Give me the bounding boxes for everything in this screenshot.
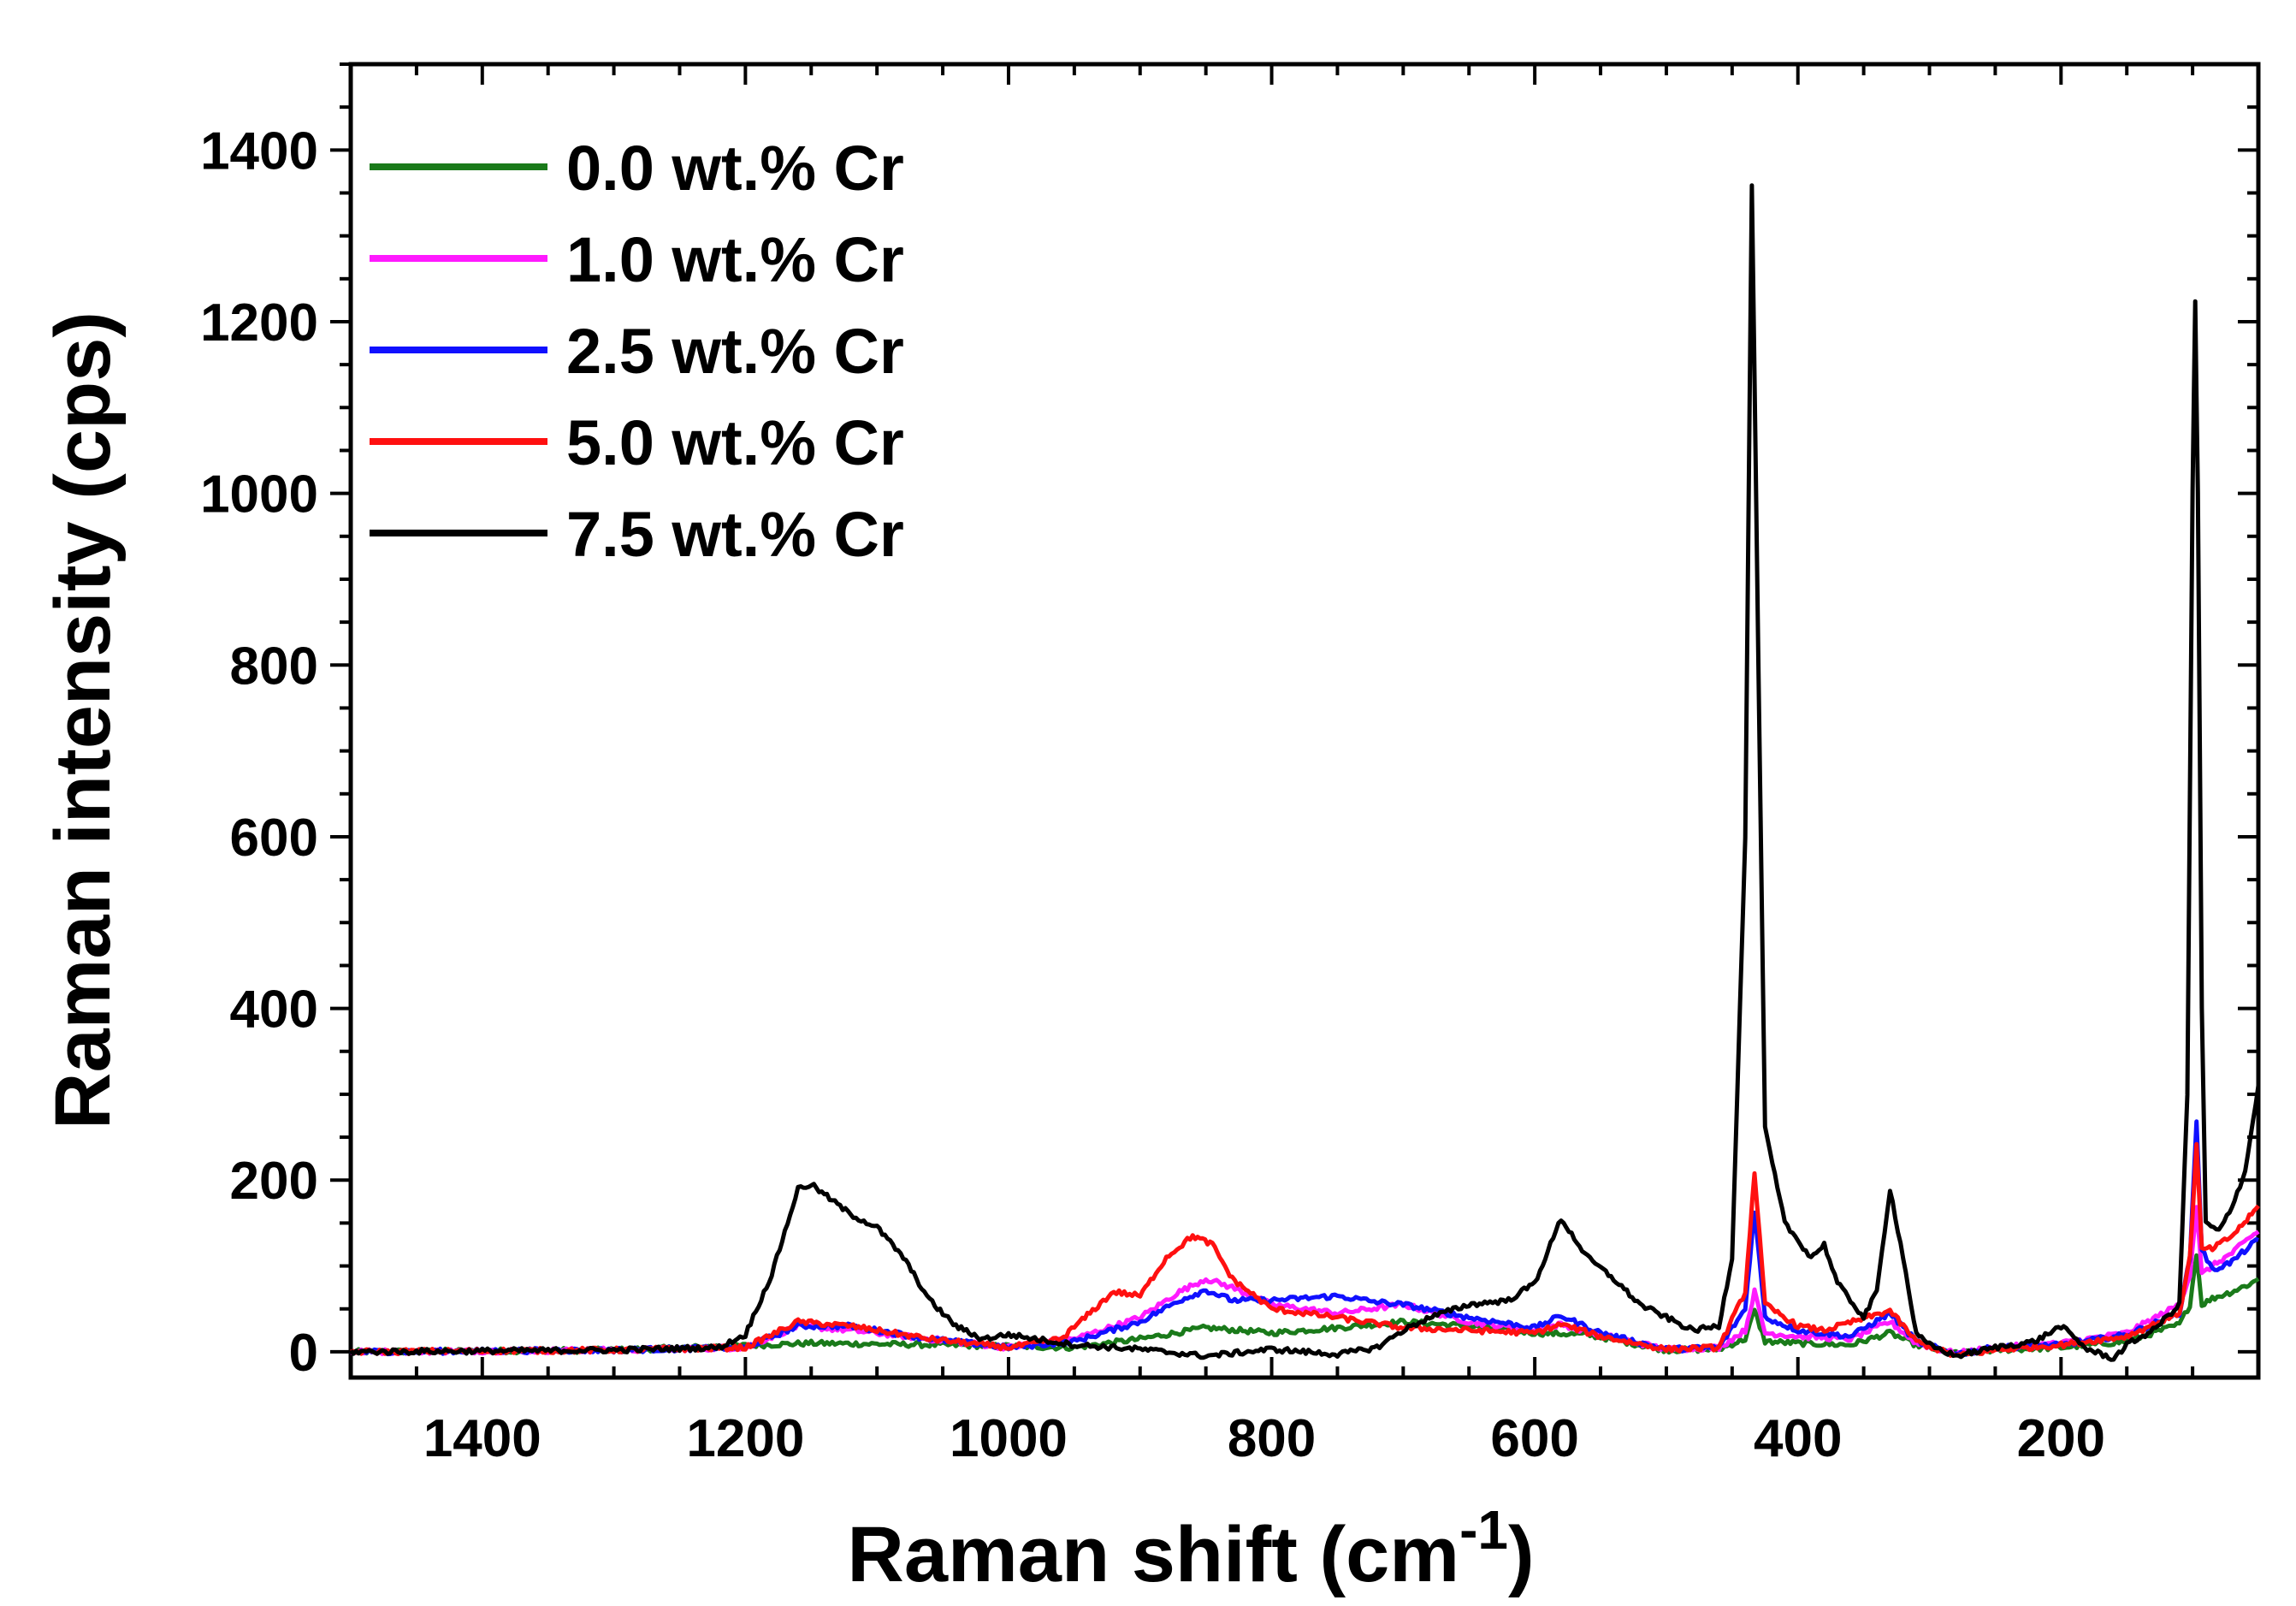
y-tick-label: 0 bbox=[289, 1324, 318, 1383]
plot-frame bbox=[348, 62, 2261, 1380]
x-tick-label: 1400 bbox=[423, 1409, 541, 1468]
y-tick-label: 1200 bbox=[200, 293, 318, 353]
series-line-4 bbox=[349, 183, 2261, 1362]
x-tick-labels: 1400 1200 1000 800 600 400 200 bbox=[423, 1409, 2105, 1468]
x-tick-label: 600 bbox=[1490, 1409, 1578, 1468]
y-tick-label: 600 bbox=[230, 809, 318, 868]
legend-label-0: 0.0 wt.% Cr bbox=[566, 133, 904, 204]
y-tick-labels: 0 200 400 600 800 1000 1200 1400 bbox=[200, 121, 318, 1383]
y-tick-label: 1400 bbox=[200, 121, 318, 181]
y-axis-title: Raman intensity (cps) bbox=[39, 311, 127, 1129]
y-tick-label: 800 bbox=[230, 637, 318, 696]
x-tick-label: 1200 bbox=[686, 1409, 804, 1468]
series-line-2 bbox=[349, 1119, 2259, 1358]
y-tick-label: 200 bbox=[230, 1152, 318, 1211]
x-axis-title-close: ) bbox=[1508, 1511, 1535, 1598]
series-line-0 bbox=[349, 1253, 2260, 1356]
x-tick-label: 1000 bbox=[950, 1409, 1068, 1468]
x-axis-title-main: Raman shift (cm bbox=[847, 1511, 1459, 1598]
x-tick-label: 800 bbox=[1228, 1409, 1316, 1468]
x-tick-label: 200 bbox=[2017, 1409, 2105, 1468]
legend-label-4: 7.5 wt.% Cr bbox=[566, 499, 904, 570]
legend-label-1: 1.0 wt.% Cr bbox=[566, 224, 904, 295]
x-tick-label: 400 bbox=[1754, 1409, 1842, 1468]
x-axis-title: Raman shift (cm-1) bbox=[847, 1499, 1534, 1598]
legend: 0.0 wt.% Cr 1.0 wt.% Cr 2.5 wt.% Cr 5.0 wt.… bbox=[370, 133, 904, 570]
legend-label-2: 2.5 wt.% Cr bbox=[566, 316, 904, 387]
series-lines bbox=[349, 183, 2261, 1362]
legend-label-3: 5.0 wt.% Cr bbox=[566, 407, 904, 478]
series-line-3 bbox=[350, 1141, 2260, 1358]
y-tick-label: 1000 bbox=[200, 465, 318, 524]
y-tick-label: 400 bbox=[230, 981, 318, 1040]
x-axis-title-superscript: -1 bbox=[1459, 1499, 1508, 1561]
